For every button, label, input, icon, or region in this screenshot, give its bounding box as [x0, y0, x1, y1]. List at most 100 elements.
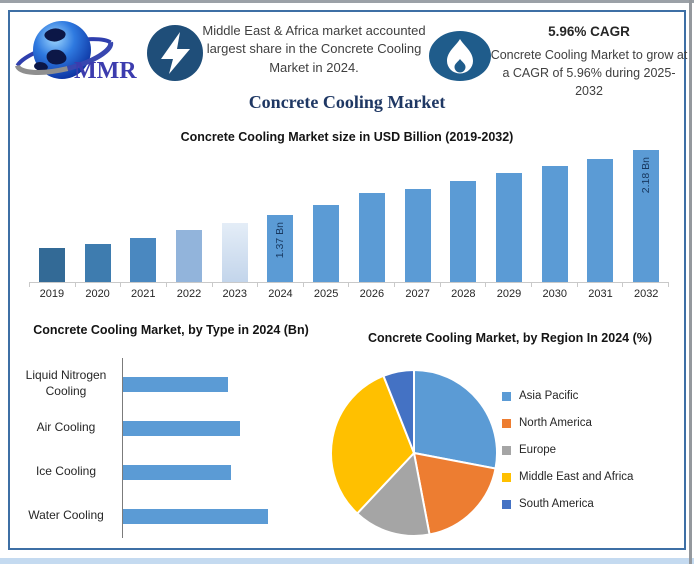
legend-label-asia-pacific: Asia Pacific	[519, 390, 579, 402]
cagr-block: 5.96% CAGR Concrete Cooling Market to gr…	[490, 22, 688, 100]
bar-slot-2029	[486, 173, 532, 282]
legend-item-middle-east-and-africa: Middle East and Africa	[502, 470, 633, 484]
bar-slot-2022	[166, 230, 212, 282]
type-bar-ice-cooling	[123, 464, 231, 480]
type-label-liquid-nitrogen-cooling: Liquid Nitrogen Cooling	[25, 368, 107, 398]
axis-tick	[29, 283, 30, 287]
type-chart-rows: Liquid Nitrogen Cooling Air Cooling Ice Co…	[12, 362, 317, 538]
bar-value-label-2024: 1.37 Bn	[274, 222, 287, 259]
bar-2019	[38, 248, 65, 282]
bar-2025	[313, 205, 340, 282]
legend-item-europe: Europe	[502, 443, 633, 457]
cagr-body: Concrete Cooling Market to grow at a CAG…	[490, 47, 688, 98]
axis-tick	[531, 283, 533, 287]
x-tick-label-2027: 2027	[405, 288, 430, 300]
market-size-plot: 1.37 Bn 2.18 Bn	[29, 148, 669, 282]
legend-marker-south-america	[502, 499, 511, 509]
bar-2024: 1.37 Bn	[267, 215, 294, 282]
legend-item-asia-pacific: Asia Pacific	[502, 389, 633, 403]
bar-2032: 2.18 Bn	[633, 150, 660, 282]
x-tick-label-2030: 2030	[542, 288, 567, 300]
bar-2031	[587, 159, 614, 282]
type-bar-water-cooling	[123, 508, 268, 524]
bar-slot-2027	[395, 189, 441, 282]
x-tick-label-2021: 2021	[131, 288, 156, 300]
region-legend: Asia Pacific North America Europe Middle Ea…	[502, 389, 633, 524]
bar-2028	[450, 181, 477, 282]
legend-label-north-america: North America	[519, 417, 592, 429]
bar-slot-2024: 1.37 Bn	[258, 215, 304, 282]
type-bar-liquid-nitrogen-cooling	[123, 376, 228, 392]
page-edge-top	[0, 0, 694, 3]
market-size-chart-title: Concrete Cooling Market size in USD Bill…	[180, 130, 514, 144]
page-edge-bottom	[0, 558, 694, 564]
region-pie-chart	[330, 369, 498, 537]
globe-landmass	[34, 62, 48, 72]
globe-landmass	[46, 49, 67, 65]
bar-slot-2025	[303, 205, 349, 282]
bar-slot-2019	[29, 248, 75, 282]
x-tick-label-2023: 2023	[222, 288, 247, 300]
infographic-border	[8, 10, 686, 550]
type-row-liquid-nitrogen-cooling: Liquid Nitrogen Cooling	[12, 362, 317, 406]
bar-slot-2031	[578, 159, 624, 282]
x-tick-label-2025: 2025	[313, 288, 339, 300]
bar-slot-2032: 2.18 Bn	[623, 150, 669, 282]
bar-2029	[496, 173, 523, 282]
bar-2023	[221, 223, 248, 282]
bar-2027	[404, 189, 431, 282]
type-row-ice-cooling: Ice Cooling	[12, 450, 317, 494]
axis-tick	[211, 283, 213, 287]
legend-label-south-america: South America	[519, 498, 594, 510]
page-edge-right	[689, 0, 692, 564]
bar-slot-2026	[349, 193, 395, 282]
bar-slot-2021	[120, 238, 166, 282]
x-tick-label-2029: 2029	[496, 288, 522, 300]
type-label-water-cooling: Water Cooling	[28, 508, 104, 523]
axis-tick	[439, 283, 441, 287]
mmr-logo: MMR	[14, 21, 137, 84]
axis-tick	[622, 283, 624, 287]
x-tick-label-2024: 2024	[268, 288, 293, 300]
type-bar-air-cooling	[123, 420, 240, 436]
bar-value-label-2032: 2.18 Bn	[640, 157, 653, 194]
market-size-x-axis	[29, 282, 669, 283]
legend-marker-europe	[502, 445, 511, 455]
pie-slice-south-america	[382, 369, 415, 454]
market-size-xlabels: 2019 2020 2021 2022 2023 2024 2025 2026 2027 2028…	[29, 288, 669, 300]
type-chart-axis	[122, 358, 123, 538]
legend-label-middle-east-and-africa: Middle East and Africa	[519, 471, 634, 483]
logo-swoosh-front	[14, 64, 69, 75]
bar-slot-2028	[440, 181, 486, 282]
region-chart-title: Concrete Cooling Market, by Region In 20…	[367, 331, 653, 345]
type-row-air-cooling: Air Cooling	[12, 406, 317, 450]
legend-marker-asia-pacific	[502, 391, 511, 401]
bar-2026	[358, 193, 385, 282]
type-label-air-cooling: Air Cooling	[36, 420, 96, 435]
x-tick-label-2020: 2020	[85, 288, 110, 300]
globe-landmass	[44, 28, 66, 42]
x-tick-label-2031: 2031	[588, 288, 613, 300]
cagr-heading: 5.96% CAGR	[548, 24, 630, 39]
market-size-axis-ticks	[29, 283, 669, 287]
logo-swoosh-front-right	[66, 41, 114, 71]
axis-tick	[485, 283, 487, 287]
bar-2020	[84, 244, 111, 282]
axis-tick	[394, 283, 396, 287]
x-tick-label-2019: 2019	[39, 288, 65, 300]
type-row-water-cooling: Water Cooling	[12, 494, 317, 538]
axis-tick	[348, 283, 350, 287]
bar-2022	[176, 230, 203, 282]
legend-item-north-america: North America	[502, 416, 633, 430]
x-tick-label-2022: 2022	[176, 288, 202, 300]
axis-tick	[120, 283, 122, 287]
legend-label-europe: Europe	[519, 444, 557, 456]
type-label-ice-cooling: Ice Cooling	[35, 464, 97, 479]
bar-2030	[541, 166, 568, 282]
mea-callout-text: Middle East & Africa market accounted la…	[202, 23, 426, 75]
x-tick-label-2028: 2028	[451, 288, 476, 300]
logo-text: MMR	[74, 58, 137, 84]
pie-slice-europe	[355, 450, 431, 537]
axis-tick	[257, 283, 259, 287]
